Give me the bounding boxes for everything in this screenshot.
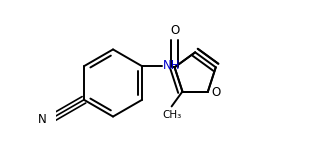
Text: O: O (211, 86, 221, 99)
Text: CH₃: CH₃ (162, 110, 181, 120)
Text: O: O (170, 24, 179, 37)
Text: NH: NH (163, 59, 180, 72)
Text: N: N (38, 113, 47, 126)
